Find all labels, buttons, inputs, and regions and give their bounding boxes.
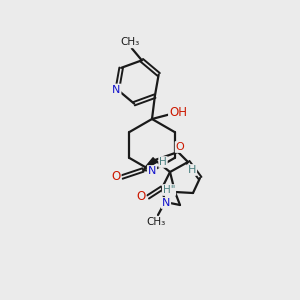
Text: N: N	[148, 166, 156, 176]
Text: N: N	[162, 198, 170, 208]
Text: O: O	[136, 190, 146, 203]
Polygon shape	[143, 158, 157, 170]
Text: H": H"	[163, 185, 175, 195]
Text: O: O	[176, 142, 184, 152]
Text: OH: OH	[169, 106, 187, 119]
Text: H: H	[188, 165, 196, 175]
Text: CH₃: CH₃	[120, 37, 140, 47]
Text: N: N	[112, 85, 121, 94]
Text: CH₃: CH₃	[146, 217, 166, 227]
Text: H: H	[159, 157, 167, 167]
Text: O: O	[111, 170, 121, 184]
